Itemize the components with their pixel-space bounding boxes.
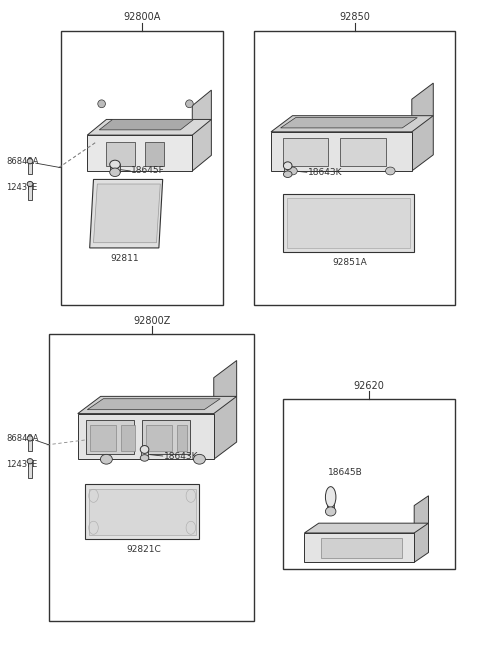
Polygon shape: [281, 118, 417, 128]
Polygon shape: [283, 194, 414, 252]
Bar: [86, 420, 134, 454]
Ellipse shape: [110, 160, 120, 169]
Bar: [28, 461, 32, 477]
Bar: [145, 424, 172, 451]
Text: 92800Z: 92800Z: [133, 316, 170, 326]
Polygon shape: [304, 523, 429, 533]
Bar: [28, 438, 32, 451]
Bar: [28, 184, 32, 200]
Bar: [327, 497, 335, 512]
Ellipse shape: [140, 445, 149, 453]
Bar: [271, 132, 412, 171]
Polygon shape: [87, 399, 220, 409]
Bar: [110, 164, 120, 172]
Bar: [321, 538, 402, 558]
Text: 92850: 92850: [339, 12, 370, 22]
Polygon shape: [192, 90, 211, 171]
Ellipse shape: [110, 168, 120, 176]
Polygon shape: [99, 119, 194, 130]
Ellipse shape: [27, 159, 33, 164]
Ellipse shape: [186, 100, 193, 107]
Bar: [304, 533, 414, 562]
Polygon shape: [78, 396, 237, 413]
Bar: [87, 135, 192, 171]
Polygon shape: [271, 116, 433, 132]
Bar: [89, 489, 196, 535]
Text: 92811: 92811: [110, 254, 139, 263]
Bar: [28, 161, 32, 174]
Polygon shape: [85, 484, 199, 540]
Text: 92800A: 92800A: [123, 12, 161, 22]
Ellipse shape: [27, 458, 33, 464]
Polygon shape: [94, 184, 160, 243]
Bar: [61, 31, 223, 305]
Text: 1243FE: 1243FE: [6, 460, 37, 469]
Ellipse shape: [193, 455, 205, 464]
Ellipse shape: [288, 167, 297, 175]
Polygon shape: [87, 119, 211, 135]
Bar: [120, 424, 135, 451]
Text: 18645B: 18645B: [328, 468, 362, 477]
Text: 18643K: 18643K: [164, 452, 198, 461]
Ellipse shape: [98, 100, 106, 107]
Text: 92620: 92620: [353, 381, 384, 391]
Ellipse shape: [325, 507, 336, 516]
Bar: [287, 198, 410, 248]
Text: 18645F: 18645F: [131, 166, 165, 176]
Bar: [283, 138, 328, 166]
Bar: [141, 449, 148, 458]
Ellipse shape: [140, 455, 149, 461]
Text: 1243FE: 1243FE: [6, 183, 37, 192]
Ellipse shape: [385, 167, 395, 175]
Polygon shape: [414, 496, 429, 562]
Text: 86848A: 86848A: [6, 434, 39, 443]
Polygon shape: [90, 179, 163, 248]
Text: 92851A: 92851A: [332, 258, 367, 267]
Ellipse shape: [283, 162, 292, 170]
Bar: [254, 31, 455, 305]
Bar: [284, 166, 291, 174]
Bar: [177, 424, 187, 451]
Ellipse shape: [100, 455, 112, 464]
Bar: [78, 413, 214, 459]
Text: 92821C: 92821C: [126, 545, 161, 553]
Text: 86848A: 86848A: [6, 157, 39, 166]
Bar: [283, 400, 455, 569]
Text: 18643K: 18643K: [308, 168, 342, 178]
Ellipse shape: [27, 181, 33, 187]
Bar: [142, 420, 190, 454]
Ellipse shape: [27, 436, 33, 441]
Polygon shape: [412, 83, 433, 171]
Bar: [107, 141, 135, 166]
Ellipse shape: [325, 487, 336, 508]
Bar: [144, 141, 164, 166]
Ellipse shape: [283, 171, 292, 178]
Bar: [340, 138, 385, 166]
Polygon shape: [214, 360, 237, 459]
Bar: [90, 424, 116, 451]
Bar: [49, 334, 254, 621]
